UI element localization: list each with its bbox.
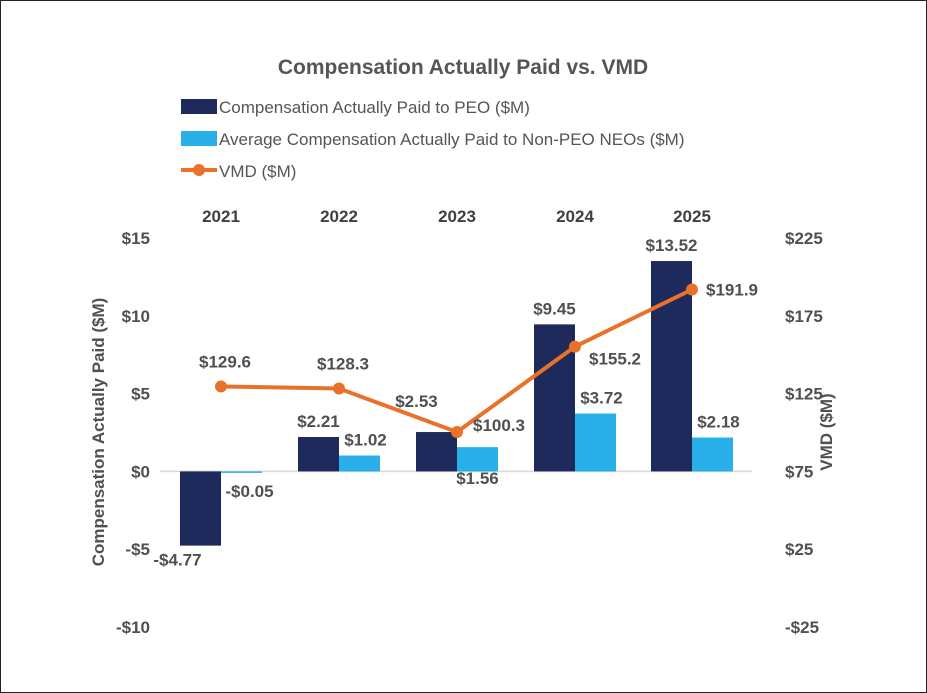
- peo-bar-2023: [416, 432, 457, 472]
- category-label-2021: 2021: [202, 207, 240, 226]
- vmd-point-2021: [215, 380, 227, 393]
- category-label-2024: 2024: [556, 207, 594, 226]
- left-tick-label: $5: [131, 385, 150, 404]
- vmd-data-labels: $129.6 $128.3 $100.3 $155.2 $191.9: [199, 281, 758, 436]
- right-axis-ticks: $225 $175 $125 $75 $25 -$25: [785, 229, 823, 637]
- vmd-data-label-2025: $191.9: [706, 281, 758, 300]
- legend-swatch-peo: [181, 99, 217, 114]
- neo-bar-2025: [692, 437, 733, 472]
- legend: Compensation Actually Paid to PEO ($M) A…: [181, 98, 685, 181]
- peo-data-label-2021: -$4.77: [153, 551, 201, 570]
- right-axis-title: VMD ($M): [817, 393, 836, 470]
- left-tick-label: $10: [122, 307, 150, 326]
- bar-data-labels: -$4.77 $2.21 $2.53 $9.45 $13.52 -$0.05 $1.02 $1…: [153, 236, 739, 570]
- left-tick-label: -$10: [116, 618, 150, 637]
- chart-title: Compensation Actually Paid vs. VMD: [278, 56, 648, 79]
- left-tick-label: $0: [131, 462, 150, 481]
- neo-bar-2021: [221, 471, 262, 473]
- category-label-2022: 2022: [320, 207, 358, 226]
- category-label-2025: 2025: [673, 207, 711, 226]
- bars: [180, 261, 733, 546]
- category-label-2023: 2023: [438, 207, 476, 226]
- legend-label-peo: Compensation Actually Paid to PEO ($M): [219, 98, 530, 117]
- vmd-point-2025: [686, 283, 698, 296]
- neo-data-label-2022: $1.02: [344, 431, 387, 450]
- neo-data-label-2024: $3.72: [580, 389, 623, 408]
- peo-data-label-2025: $13.52: [646, 236, 698, 255]
- vmd-line-series: [215, 283, 698, 439]
- legend-marker-vmd: [193, 164, 205, 176]
- right-tick-label: $75: [785, 462, 813, 481]
- neo-bar-2023: [457, 447, 498, 472]
- neo-bar-2022: [339, 455, 380, 472]
- vmd-data-label-2022: $128.3: [317, 354, 369, 373]
- category-labels: 2021 2022 2023 2024 2025: [202, 207, 711, 226]
- peo-data-label-2022: $2.21: [297, 412, 340, 431]
- left-axis-ticks: $15 $10 $5 $0 -$5 -$10: [116, 229, 150, 637]
- peo-bar-2021: [180, 471, 221, 546]
- peo-bar-2024: [534, 324, 575, 472]
- neo-bar-2024: [575, 413, 616, 472]
- legend-label-neo: Average Compensation Actually Paid to No…: [219, 130, 685, 149]
- neo-data-label-2025: $2.18: [697, 412, 740, 431]
- left-tick-label: -$5: [125, 540, 150, 559]
- right-tick-label: $125: [785, 385, 823, 404]
- vmd-data-label-2021: $129.6: [199, 352, 251, 371]
- peo-data-label-2024: $9.45: [533, 299, 576, 318]
- neo-data-label-2021: -$0.05: [225, 482, 273, 501]
- neo-data-label-2023: $1.56: [456, 469, 499, 488]
- peo-data-label-2023: $2.53: [395, 392, 438, 411]
- peo-bar-2022: [298, 437, 339, 472]
- vmd-point-2024: [569, 340, 581, 353]
- right-tick-label: $25: [785, 540, 813, 559]
- vmd-data-label-2024: $155.2: [589, 350, 641, 369]
- right-tick-label: $225: [785, 229, 823, 248]
- vmd-data-label-2023: $100.3: [473, 416, 525, 435]
- vmd-point-2022: [333, 382, 345, 395]
- left-tick-label: $15: [122, 229, 150, 248]
- right-tick-label: $175: [785, 307, 823, 326]
- legend-swatch-neo: [181, 131, 217, 146]
- peo-bar-2025: [651, 261, 692, 472]
- left-axis-title: Compensation Actually Paid ($M): [89, 298, 108, 567]
- legend-label-vmd: VMD ($M): [219, 162, 296, 181]
- vmd-point-2023: [451, 426, 463, 439]
- right-tick-label: -$25: [785, 618, 819, 637]
